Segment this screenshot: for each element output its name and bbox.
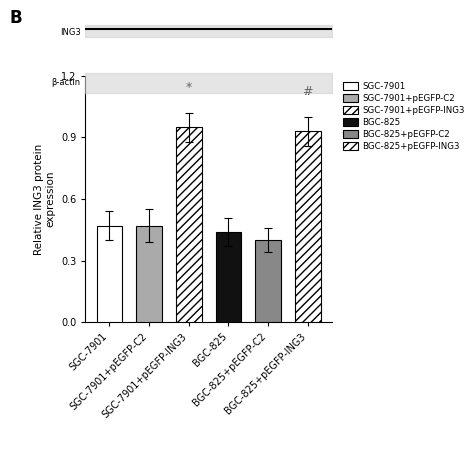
Text: ING3: ING3 <box>60 28 81 36</box>
Y-axis label: Relative ING3 protein
expression: Relative ING3 protein expression <box>34 144 55 255</box>
Bar <box>136 226 162 322</box>
Text: B: B <box>9 9 22 27</box>
Bar <box>176 127 201 322</box>
Bar <box>216 232 241 322</box>
Bar <box>97 226 122 322</box>
Text: #: # <box>302 85 313 99</box>
Legend: SGC-7901, SGC-7901+pEGFP-C2, SGC-7901+pEGFP-ING3, BGC-825, BGC-825+pEGFP-C2, BGC: SGC-7901, SGC-7901+pEGFP-C2, SGC-7901+pE… <box>341 80 467 153</box>
Text: *: * <box>186 82 192 94</box>
Bar <box>295 131 320 322</box>
Text: β-actin: β-actin <box>51 79 81 87</box>
Bar <box>255 240 281 322</box>
